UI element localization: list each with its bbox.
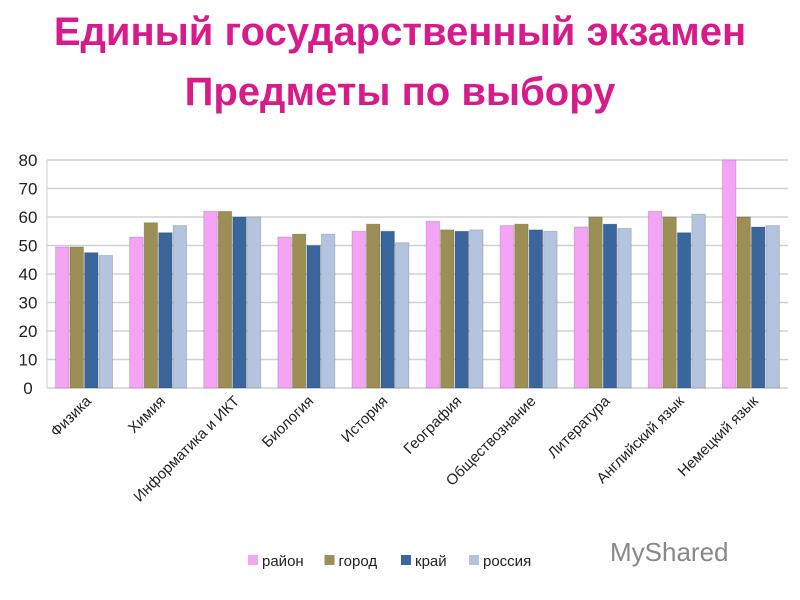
x-tick-label: География [400,393,465,458]
x-tick-label: Литература [545,392,615,462]
y-tick-label: 30 [19,294,38,313]
bar-район [425,220,441,389]
bar-россия [617,227,632,389]
legend-label: город [339,553,378,570]
bar-край [602,223,618,389]
y-tick-label: 80 [19,151,38,170]
x-tick-label: Немецкий язык [675,393,762,480]
bar-город [736,216,751,389]
legend-label: россия [483,553,531,570]
legend-swatch-край [401,555,411,565]
legend-swatch-россия [469,555,479,565]
bar-район [203,210,218,389]
bar-город [143,222,159,389]
x-tick-label: История [338,393,391,446]
bar-город [662,216,677,389]
bar-россия [469,229,484,389]
bar-россия [98,254,114,389]
chart-title-line2: Предметы по выбору [184,70,616,114]
bar-край [454,230,470,389]
bar-город [291,233,307,389]
bar-россия [394,242,410,389]
bar-район [55,246,70,389]
bar-край [306,245,321,389]
bar-город [440,229,455,389]
legend-label: район [262,553,304,570]
bar-россия [543,230,558,389]
bar-город [217,210,233,389]
bar-город [514,223,529,389]
y-tick-label: 10 [19,351,38,370]
bar-россия [246,216,262,389]
bar-край [528,229,544,389]
legend-label: край [415,553,447,570]
x-tick-label: Химия [125,393,169,437]
y-tick-label: 50 [19,237,38,256]
bar-край [380,230,395,389]
bar-район [351,230,366,389]
bar-район [129,236,144,389]
bar-россия [691,213,706,389]
bar-город [365,223,381,389]
watermark: MyShared [610,537,729,567]
y-tick-label: 70 [19,180,38,199]
bar-россия [320,233,336,389]
x-tick-label: Биология [259,393,317,451]
bar-край [84,252,99,389]
bar-город [588,216,603,389]
legend-swatch-город [324,555,335,565]
bar-россия [172,225,188,389]
bar-район [499,225,515,389]
bar-город [69,246,85,389]
y-tick-label: 40 [19,265,38,284]
bar-край [232,216,247,389]
bar-район [277,236,292,389]
y-tick-label: 0 [23,379,32,398]
y-tick-label: 20 [19,322,38,341]
bar-край [750,226,766,389]
legend-swatch-район [248,555,258,565]
bar-район [721,159,737,389]
bar-район [573,226,589,389]
bar-россия [765,225,780,389]
y-tick-label: 60 [19,208,38,227]
bar-край [676,232,692,389]
bar-край [158,232,173,389]
x-tick-label: Физика [47,392,95,440]
chart-title-line1: Единый государственный экзамен [53,10,747,54]
bar-район [647,210,663,389]
